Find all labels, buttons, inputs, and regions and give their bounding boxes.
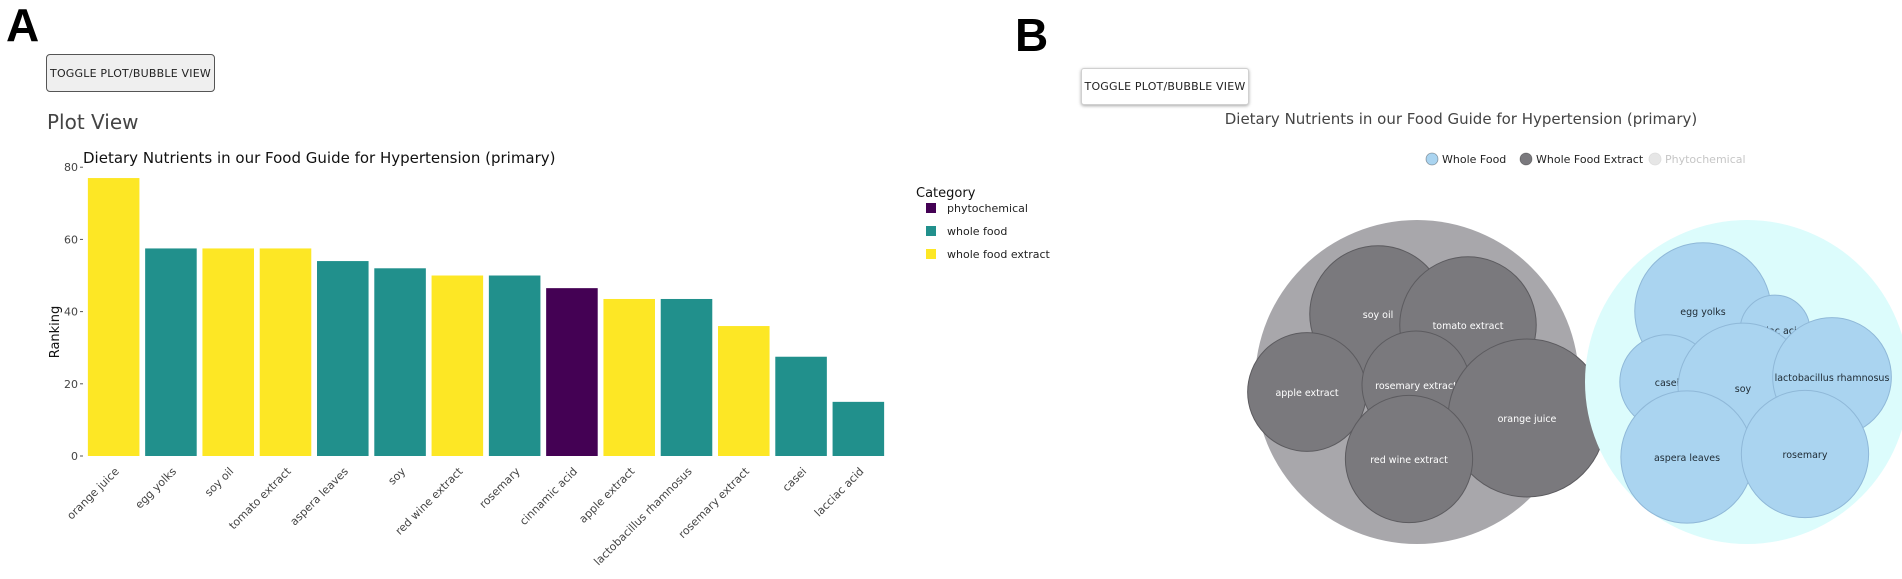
legend-item-whole-food: whole food <box>947 225 1007 238</box>
legend-title: Category <box>916 186 976 201</box>
panel-b-label: B <box>1015 9 1049 61</box>
bubble-group-whole-food-extract: soy oil tomato extract apple extract rosema… <box>1247 220 1607 544</box>
bubble-label: orange juice <box>1498 414 1557 425</box>
bubble-label: soy <box>1735 384 1752 395</box>
legend-swatch-whole-food <box>926 226 936 236</box>
bubble-label: rosemary <box>1783 450 1828 461</box>
bar-soy-oil <box>202 248 254 456</box>
bar-tomato-extract <box>259 248 312 456</box>
bubble-label: apple extract <box>1275 388 1338 399</box>
legend-swatch-phytochemical <box>926 203 936 213</box>
bar-soy <box>374 268 426 456</box>
bubble-label: egg yolks <box>1680 307 1726 318</box>
bar-egg-yolks <box>145 248 197 456</box>
bar-lacciac-acid <box>832 401 885 456</box>
bars <box>87 178 885 457</box>
panel-a-label: A <box>6 0 40 51</box>
bubble-label: tomato extract <box>1433 321 1504 332</box>
legend-item-phytochemical: phytochemical <box>947 202 1028 215</box>
toggle-view-button-bubble[interactable]: TOGGLE PLOT/BUBBLE VIEW <box>1081 68 1249 105</box>
bubble-legend-dot-phytochemical[interactable] <box>1648 152 1662 166</box>
y-axis: 0 20 40 60 80 <box>64 161 83 463</box>
bubble-legend-phytochemical[interactable]: Phytochemical <box>1665 153 1746 166</box>
bubble-legend-dot-whole-food[interactable] <box>1425 152 1439 166</box>
y-tick-label: 20 <box>64 378 78 391</box>
bar-casei <box>775 356 827 456</box>
bar-lactobacillus-rhamnosus <box>660 298 713 456</box>
bar-orange-juice <box>87 178 140 457</box>
y-axis-label: Ranking <box>48 306 63 359</box>
bubble-legend-whole-food-extract[interactable]: Whole Food Extract <box>1536 153 1644 166</box>
bubble-groups: soy oil tomato extract apple extract rosema… <box>1247 220 1902 544</box>
y-tick-label: 60 <box>64 233 78 246</box>
bubble-label: soy oil <box>1363 310 1394 321</box>
bubble-chart-title: Dietary Nutrients in our Food Guide for … <box>1225 110 1698 128</box>
bubble-label: aspera leaves <box>1654 453 1720 464</box>
bubble-label: red wine extract <box>1370 455 1448 466</box>
y-tick-label: 40 <box>64 306 78 319</box>
bar-rosemary <box>488 275 541 456</box>
bubble-label: lactobacillus rhamnosus <box>1775 373 1890 384</box>
bubble-label: rosemary extract <box>1375 381 1457 392</box>
bubble-legend-whole-food[interactable]: Whole Food <box>1442 153 1506 166</box>
bar-apple-extract <box>603 298 655 456</box>
bar-rosemary-extract <box>718 326 770 456</box>
bubble-legend: Whole Food Whole Food Extract Phytochemica… <box>1425 152 1746 166</box>
toggle-view-button[interactable]: TOGGLE PLOT/BUBBLE VIEW <box>46 54 215 92</box>
bubble-label: casei <box>1655 378 1679 389</box>
bubble-red-wine-extract[interactable] <box>1344 394 1474 524</box>
bubble-group-whole-food: egg yolkslacciac acidcaseisoylactobacill… <box>1585 220 1902 544</box>
legend-item-whole-food-extract: whole food extract <box>947 248 1051 261</box>
view-heading: Plot View <box>47 110 139 134</box>
chart-title: Dietary Nutrients in our Food Guide for … <box>83 149 556 167</box>
bar-chart: Dietary Nutrients in our Food Guide for … <box>48 149 1051 568</box>
legend: Category phytochemical whole food whole fo… <box>916 186 1051 261</box>
bar-cinnamic-acid <box>546 288 598 456</box>
bubble-rosemary[interactable] <box>1740 389 1870 519</box>
bubble-legend-dot-whole-food-extract[interactable] <box>1519 152 1533 166</box>
bar-aspera-leaves <box>317 261 369 456</box>
y-tick-label: 80 <box>64 161 78 174</box>
y-tick-label: 0 <box>71 450 78 463</box>
bar-red-wine-extract <box>431 275 484 456</box>
legend-swatch-whole-food-extract <box>926 249 936 259</box>
